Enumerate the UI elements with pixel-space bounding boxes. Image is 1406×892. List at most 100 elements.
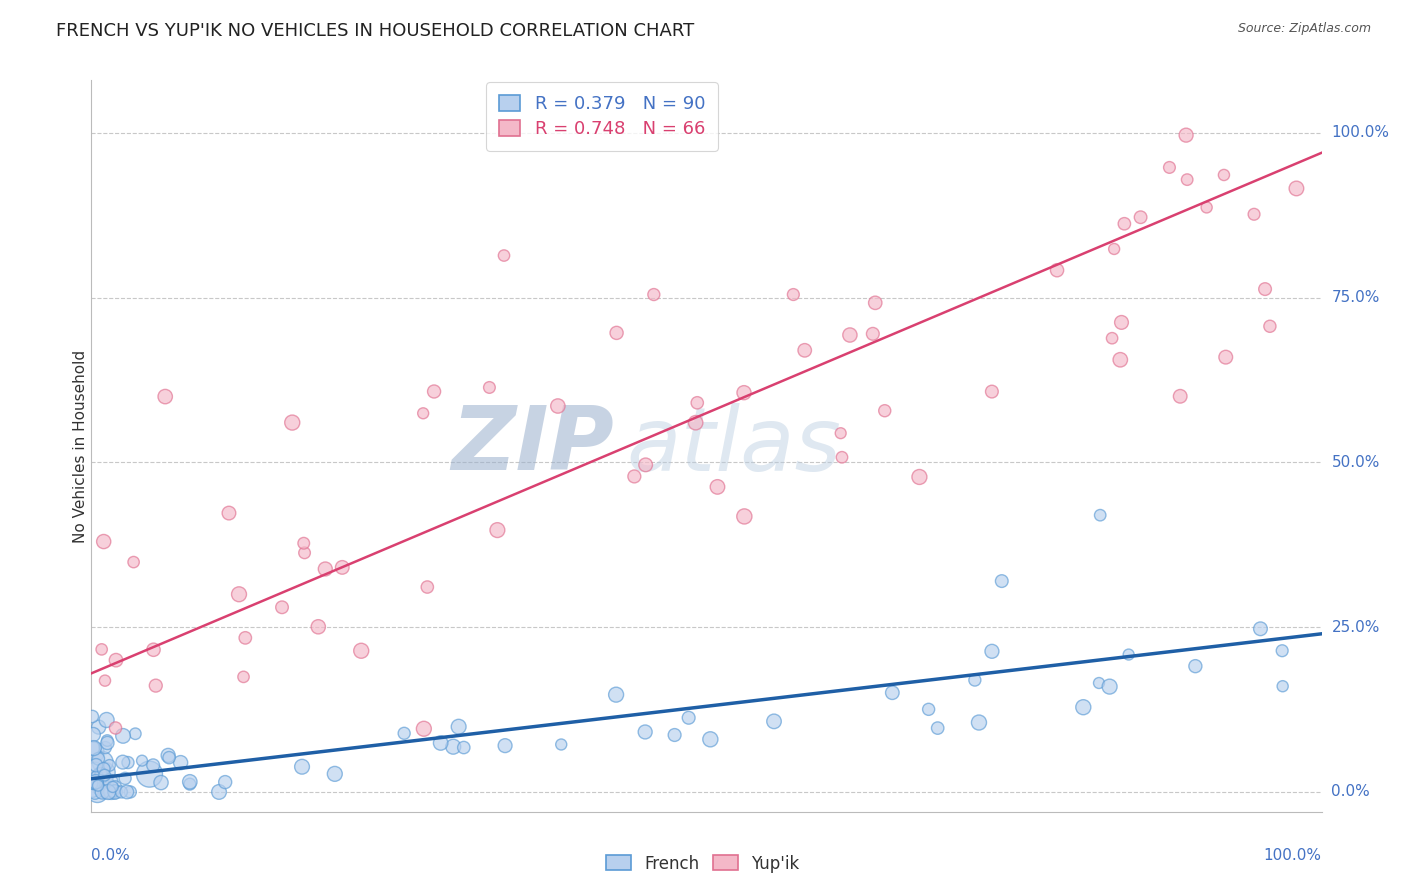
Point xyxy=(1213,168,1236,182)
Point xyxy=(429,736,451,750)
Point xyxy=(218,506,240,520)
Point xyxy=(142,642,165,657)
Point xyxy=(100,785,122,799)
Point xyxy=(94,740,117,755)
Point xyxy=(115,785,138,799)
Y-axis label: No Vehicles in Household: No Vehicles in Household xyxy=(73,350,87,542)
Point xyxy=(492,248,515,262)
Point xyxy=(91,755,114,769)
Point xyxy=(93,534,115,549)
Point xyxy=(307,620,329,634)
Point xyxy=(990,574,1012,588)
Point xyxy=(1088,508,1111,523)
Point xyxy=(447,720,470,734)
Point xyxy=(323,767,346,781)
Point xyxy=(1184,659,1206,673)
Point xyxy=(87,752,110,766)
Point xyxy=(98,758,121,772)
Point xyxy=(124,727,146,741)
Point xyxy=(150,775,173,789)
Point xyxy=(1102,242,1125,256)
Point xyxy=(453,740,475,755)
Point xyxy=(664,728,686,742)
Point xyxy=(623,469,645,483)
Text: 100.0%: 100.0% xyxy=(1331,126,1389,141)
Point xyxy=(232,670,254,684)
Point xyxy=(605,688,627,702)
Point xyxy=(685,416,707,430)
Point xyxy=(169,756,191,770)
Point xyxy=(142,758,165,772)
Text: 25.0%: 25.0% xyxy=(1331,620,1379,635)
Point xyxy=(634,725,657,739)
Point xyxy=(91,785,114,799)
Text: 75.0%: 75.0% xyxy=(1331,290,1379,305)
Point xyxy=(550,738,572,752)
Text: 0.0%: 0.0% xyxy=(91,848,131,863)
Point xyxy=(84,763,107,777)
Point xyxy=(83,741,105,756)
Point xyxy=(547,399,569,413)
Point xyxy=(963,673,986,687)
Point xyxy=(1271,644,1294,658)
Point xyxy=(793,343,815,358)
Point xyxy=(94,765,117,780)
Point xyxy=(157,750,180,764)
Point xyxy=(90,766,112,780)
Text: FRENCH VS YUP'IK NO VEHICLES IN HOUSEHOLD CORRELATION CHART: FRENCH VS YUP'IK NO VEHICLES IN HOUSEHOL… xyxy=(56,22,695,40)
Point xyxy=(1071,700,1094,714)
Point xyxy=(91,775,114,789)
Point xyxy=(1215,350,1237,364)
Point xyxy=(606,326,628,340)
Point xyxy=(104,785,127,799)
Point xyxy=(763,714,786,729)
Point xyxy=(1258,319,1281,334)
Point xyxy=(1243,207,1265,221)
Point xyxy=(104,785,127,799)
Point xyxy=(1118,648,1140,662)
Point xyxy=(138,767,160,781)
Point xyxy=(1195,201,1218,215)
Point xyxy=(478,380,501,394)
Point xyxy=(1046,263,1069,277)
Point xyxy=(97,785,120,799)
Point xyxy=(1168,389,1191,403)
Point xyxy=(117,756,139,770)
Point xyxy=(104,780,127,794)
Point xyxy=(314,562,336,576)
Point xyxy=(865,295,887,310)
Point xyxy=(291,760,314,774)
Point xyxy=(706,480,728,494)
Point xyxy=(93,768,115,782)
Point xyxy=(228,587,250,601)
Point xyxy=(423,384,446,399)
Point xyxy=(1254,282,1277,296)
Point xyxy=(96,713,118,727)
Point xyxy=(412,722,434,736)
Point xyxy=(1271,679,1294,693)
Point xyxy=(686,396,709,410)
Point xyxy=(82,746,104,760)
Point xyxy=(392,726,415,740)
Point xyxy=(110,785,132,799)
Point xyxy=(1098,680,1121,694)
Point xyxy=(89,769,111,783)
Point xyxy=(782,287,804,301)
Point xyxy=(131,754,153,768)
Point xyxy=(1249,622,1271,636)
Point xyxy=(486,523,509,537)
Point xyxy=(838,328,860,343)
Point xyxy=(179,774,201,789)
Point xyxy=(1101,331,1123,345)
Point xyxy=(882,686,904,700)
Point xyxy=(157,748,180,763)
Point xyxy=(830,426,852,441)
Point xyxy=(441,739,464,754)
Point xyxy=(1285,181,1308,195)
Point xyxy=(412,406,434,420)
Point xyxy=(330,560,353,574)
Point xyxy=(917,702,939,716)
Point xyxy=(271,600,294,615)
Point xyxy=(96,736,118,750)
Point xyxy=(84,774,107,789)
